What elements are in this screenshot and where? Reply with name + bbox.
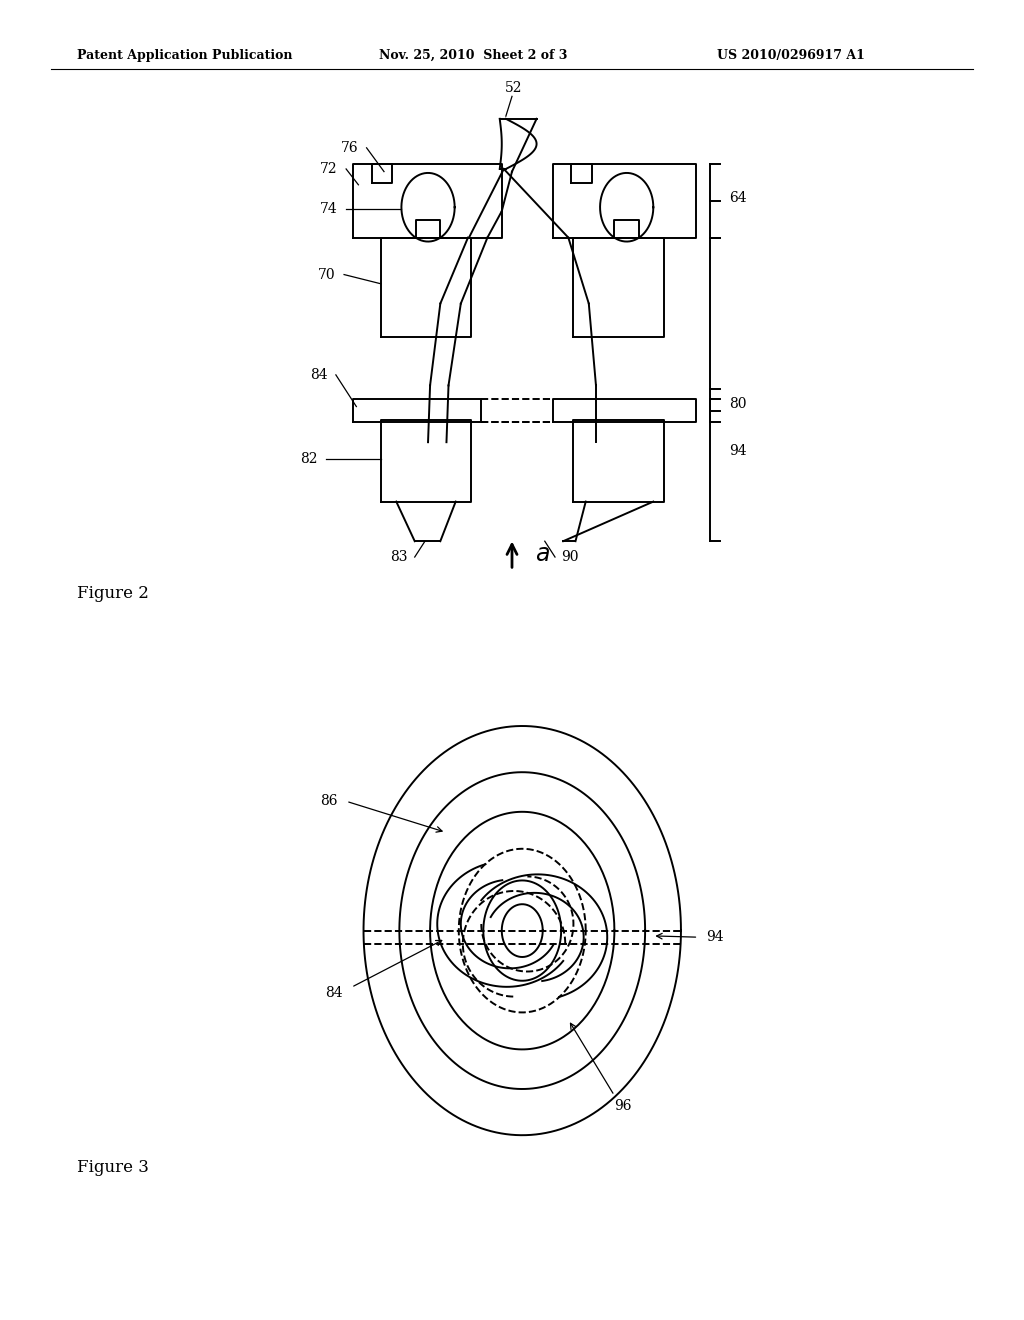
Text: Figure 2: Figure 2 — [77, 585, 148, 602]
Text: 90: 90 — [561, 550, 579, 564]
Text: Figure 3: Figure 3 — [77, 1159, 148, 1176]
Text: $\boldsymbol{\mathit{a}}$: $\boldsymbol{\mathit{a}}$ — [535, 543, 550, 566]
Text: 96: 96 — [614, 1100, 632, 1113]
Text: Patent Application Publication: Patent Application Publication — [77, 49, 292, 62]
Text: 52: 52 — [505, 81, 523, 95]
Text: 86: 86 — [321, 795, 338, 808]
Text: 94: 94 — [707, 931, 724, 944]
Text: 84: 84 — [310, 368, 328, 381]
Text: Nov. 25, 2010  Sheet 2 of 3: Nov. 25, 2010 Sheet 2 of 3 — [379, 49, 567, 62]
Text: 70: 70 — [318, 268, 336, 281]
Text: 74: 74 — [321, 202, 338, 215]
Text: 64: 64 — [729, 191, 746, 205]
Text: 94: 94 — [729, 445, 746, 458]
Text: 72: 72 — [321, 162, 338, 176]
Text: US 2010/0296917 A1: US 2010/0296917 A1 — [717, 49, 864, 62]
Text: 83: 83 — [390, 550, 408, 564]
Text: 84: 84 — [326, 986, 343, 999]
Text: 76: 76 — [341, 141, 358, 154]
Text: 82: 82 — [300, 453, 317, 466]
Text: 80: 80 — [729, 397, 746, 411]
